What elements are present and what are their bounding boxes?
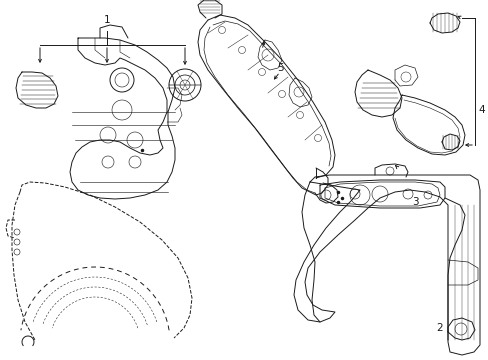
Text: 3: 3 xyxy=(411,197,417,207)
Text: 1: 1 xyxy=(103,15,110,25)
Text: 5: 5 xyxy=(276,63,283,73)
Text: 4: 4 xyxy=(477,105,484,115)
Text: 2: 2 xyxy=(436,323,443,333)
